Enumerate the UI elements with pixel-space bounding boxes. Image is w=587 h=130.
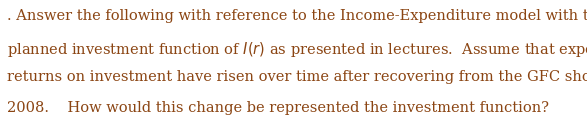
Text: . Answer the following with reference to the Income-Expenditure model with the: . Answer the following with reference to… [7, 9, 587, 23]
Text: returns on investment have risen over time after recovering from the GFC shock i: returns on investment have risen over ti… [7, 70, 587, 84]
Text: planned investment function of $I(r)$ as presented in lectures.  Assume that exp: planned investment function of $I(r)$ as… [7, 40, 587, 59]
Text: 2008.    How would this change be represented the investment function?: 2008. How would this change be represent… [7, 101, 549, 115]
